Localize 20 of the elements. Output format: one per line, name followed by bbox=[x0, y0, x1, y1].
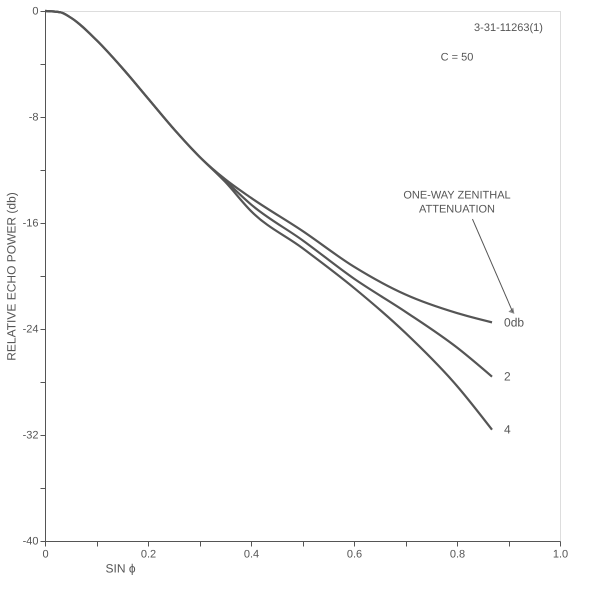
y-tick-label: 0 bbox=[32, 6, 38, 18]
x-axis-title: SIN ϕ bbox=[106, 562, 136, 576]
x-tick-label: 0.2 bbox=[140, 548, 156, 560]
annotation: C = 50 bbox=[440, 51, 474, 64]
x-tick-label: 0.8 bbox=[450, 548, 466, 560]
legend-label: 0db bbox=[504, 315, 524, 330]
y-tick-label: -40 bbox=[22, 536, 38, 548]
annotation: 3-31-11263(1) bbox=[474, 22, 543, 34]
x-tick-label: 0.6 bbox=[346, 548, 362, 560]
y-tick-label: -32 bbox=[22, 430, 38, 442]
y-tick-label: -24 bbox=[22, 324, 38, 336]
y-tick-label: -8 bbox=[28, 112, 38, 124]
y-tick-label: -16 bbox=[22, 218, 38, 230]
annotation: ONE-WAY ZENITHAL ATTENUATION bbox=[403, 189, 511, 216]
x-tick-label: 0 bbox=[42, 548, 49, 560]
y-axis-title: RELATIVE ECHO POWER (db) bbox=[4, 192, 19, 361]
x-tick-label: 1.0 bbox=[552, 548, 568, 560]
x-tick-label: 0.4 bbox=[244, 548, 260, 560]
series-label: 4 bbox=[504, 422, 512, 437]
series-label: 2 bbox=[504, 370, 512, 384]
